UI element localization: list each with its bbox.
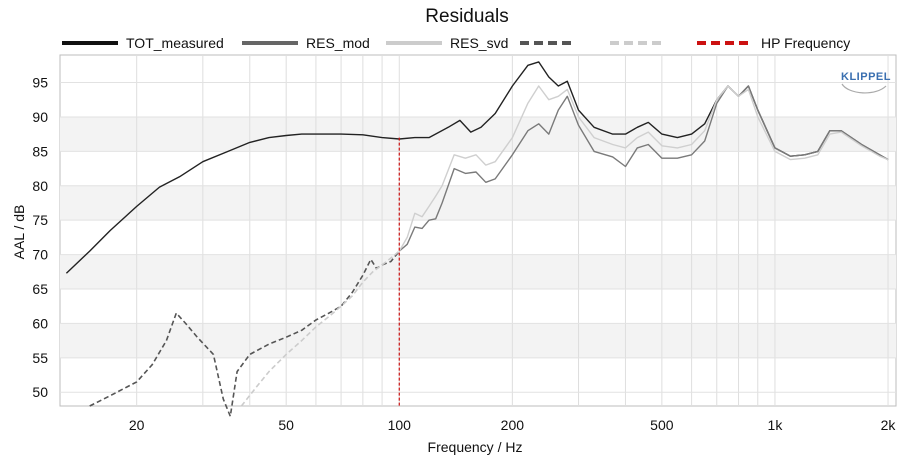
legend-label-3: RES_svd [450, 35, 508, 51]
y-tick-label: 50 [32, 384, 48, 400]
chart-title: Residuals [425, 6, 508, 27]
series-layer [65, 61, 889, 418]
grid-band [60, 323, 896, 358]
y-tick-labels: 50 55 60 65 70 75 80 85 90 95 [32, 75, 48, 401]
x-tick-label: 100 [388, 417, 412, 433]
y-tick-label: 85 [32, 143, 48, 159]
legend-label-2: RES_mod [306, 35, 370, 51]
logo-text: KLIPPEL [841, 71, 891, 83]
klippel-logo: KLIPPEL [841, 71, 891, 94]
y-tick-label: 70 [32, 247, 48, 263]
grid-band [60, 116, 896, 152]
x-tick-label: 1k [768, 417, 784, 433]
legend-label-6: HP Frequency [761, 35, 850, 51]
y-axis-label: AAL / dB [11, 205, 27, 260]
x-axis-label: Frequency / Hz [428, 439, 523, 455]
series-line-4 [89, 250, 400, 418]
legend-label-1: TOT_measured [126, 35, 224, 51]
grid-bands [60, 116, 896, 358]
logo-arc [841, 83, 887, 94]
y-tick-label: 65 [32, 281, 48, 297]
x-tick-label: 50 [278, 417, 294, 433]
y-tick-label: 90 [32, 109, 48, 125]
x-tick-label: 200 [501, 417, 525, 433]
y-tick-label: 60 [32, 315, 48, 331]
series-line-2 [398, 85, 889, 252]
y-tick-label: 55 [32, 350, 48, 366]
x-tick-label: 500 [650, 417, 674, 433]
y-tick-label: 95 [32, 75, 48, 91]
y-tick-label: 80 [32, 178, 48, 194]
grid-band [60, 185, 896, 221]
x-tick-label: 2k [881, 417, 897, 433]
grid-band [60, 254, 896, 289]
grid-lines [60, 55, 896, 406]
legend: TOT_measured RES_mod RES_svd HP Frequency [62, 35, 850, 51]
series-line-3 [398, 85, 889, 252]
y-tick-label: 75 [32, 212, 48, 228]
x-tick-label: 20 [129, 417, 145, 433]
x-tick-labels: 20 50 100 200 500 1k 2k [129, 417, 897, 433]
series-line-5 [240, 250, 400, 407]
